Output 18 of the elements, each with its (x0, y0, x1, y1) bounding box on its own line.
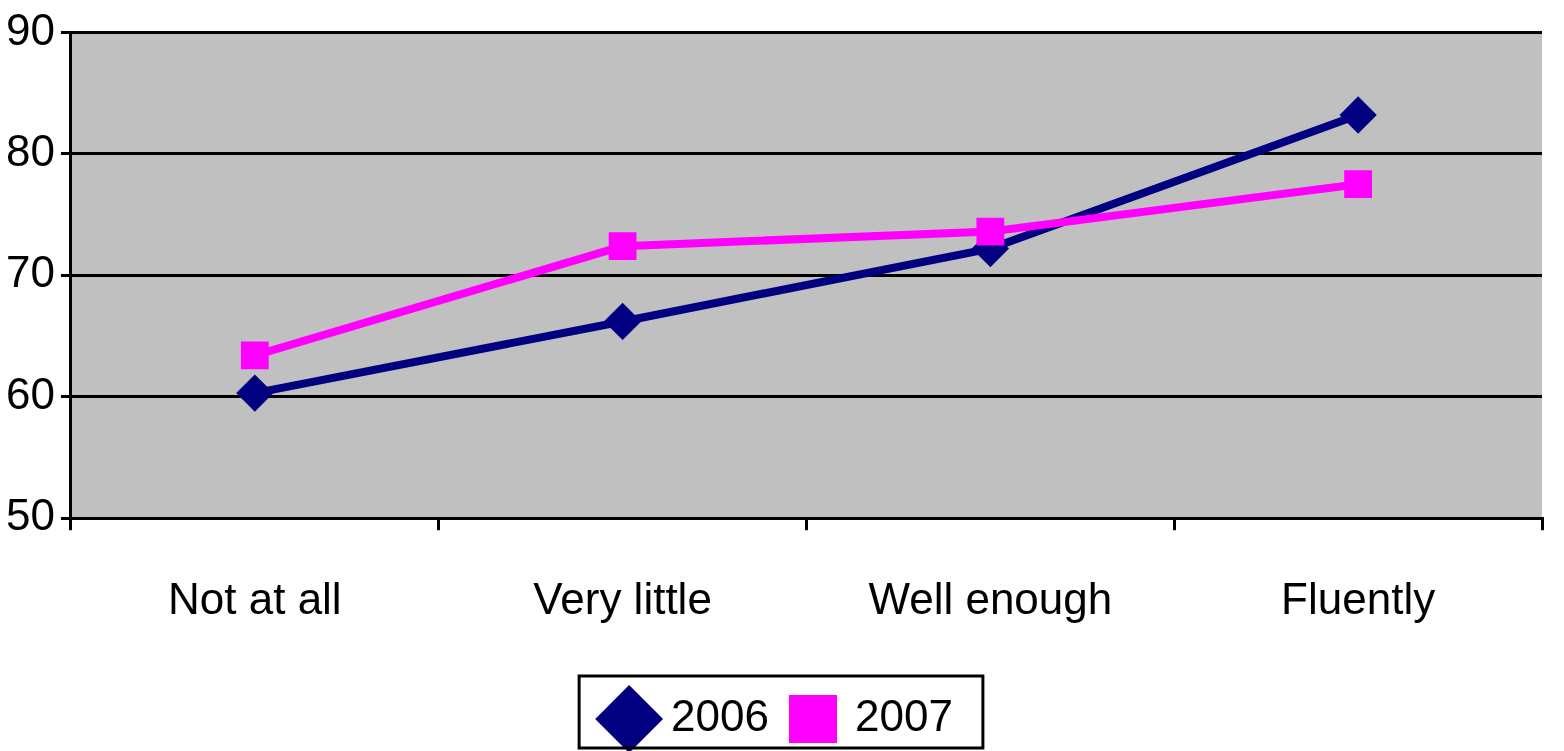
y-tick-label: 50 (5, 490, 55, 540)
legend-label: 2006 (671, 691, 770, 741)
point (976, 217, 1005, 246)
x-tick-label: Not at all (168, 573, 342, 623)
point (1341, 97, 1376, 132)
x-tick-label: Well enough (868, 573, 1113, 623)
y-tick-label: 70 (5, 247, 55, 297)
legend-label: 2007 (855, 691, 953, 741)
point (1344, 170, 1373, 199)
y-tick-label: 80 (5, 125, 55, 175)
point (608, 232, 637, 261)
x-tick-label: Fluently (1281, 573, 1436, 623)
point (605, 304, 640, 339)
point (240, 341, 269, 370)
x-tick-label: Very little (533, 573, 712, 623)
y-tick-label: 90 (5, 4, 55, 54)
point (237, 376, 272, 411)
y-tick-label: 60 (5, 368, 55, 418)
